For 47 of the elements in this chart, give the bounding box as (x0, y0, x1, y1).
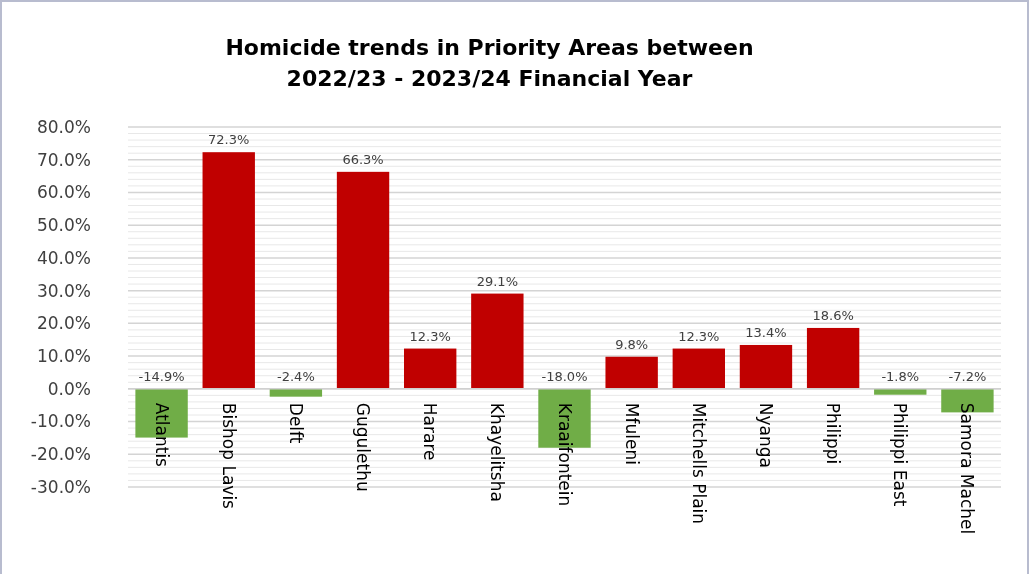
data-label: 12.3% (678, 328, 720, 344)
bar (404, 348, 457, 389)
data-label: 12.3% (409, 328, 451, 344)
data-label: -14.9% (138, 368, 185, 384)
data-label: -2.4% (277, 368, 315, 384)
data-label: -18.0% (541, 368, 588, 384)
bar (672, 348, 725, 389)
bar (336, 171, 390, 389)
bar (806, 327, 860, 389)
chart-title: Homicide trends in Priority Areas between 2022/23 - 2023/24 Financial Year (225, 35, 754, 91)
data-label: 66.3% (342, 151, 384, 167)
x-tick-label: Harare (420, 402, 441, 461)
y-tick-label: -10.0% (30, 411, 91, 432)
x-tick-label: Kraaifontein (554, 402, 575, 507)
x-tick-label: Khayelitsha (487, 402, 508, 502)
x-tick-label: Mfuleni (621, 402, 642, 465)
y-tick-label: 80.0% (36, 116, 91, 137)
x-tick-label: Samora Machel (957, 402, 978, 535)
data-label: -1.8% (881, 368, 920, 384)
y-tick-label: 40.0% (36, 247, 91, 268)
y-tick-label: -20.0% (30, 444, 91, 465)
bar (471, 293, 524, 389)
data-label: 29.1% (476, 273, 518, 289)
x-tick-label: Delft (285, 402, 306, 444)
data-label: 72.3% (208, 132, 250, 148)
x-tick-label: Philippi East (890, 402, 911, 507)
y-tick-label: 10.0% (36, 346, 91, 367)
y-tick-label: 30.0% (36, 280, 91, 301)
y-tick-label: 50.0% (36, 215, 91, 236)
data-label: -7.2% (948, 368, 987, 384)
data-label: 18.6% (812, 307, 854, 323)
bar (605, 356, 658, 389)
data-label: 9.8% (615, 336, 649, 352)
bar (202, 152, 255, 389)
x-tick-label: Nyanga (756, 402, 777, 469)
bar (739, 344, 793, 389)
x-tick-label: Gugulethu (353, 402, 374, 492)
y-tick-label: -30.0% (30, 476, 91, 497)
x-tick-label: Bishop Lavis (218, 402, 239, 510)
x-tick-label: Atlantis (151, 402, 172, 468)
x-tick-label: Mitchells Plain (688, 402, 709, 525)
y-tick-label: 70.0% (36, 149, 91, 170)
data-label: 13.4% (745, 324, 787, 340)
y-tick-label: 60.0% (36, 182, 91, 203)
y-tick-label: 20.0% (36, 313, 91, 334)
x-tick-label: Philippi (823, 402, 844, 465)
y-tick-label: 0.0% (47, 378, 91, 399)
